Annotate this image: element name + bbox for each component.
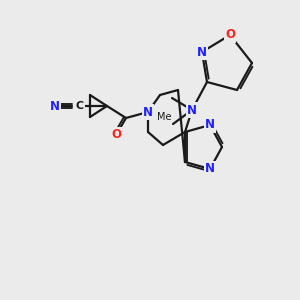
Text: Me: Me — [157, 112, 171, 122]
Text: O: O — [225, 28, 235, 41]
Text: O: O — [111, 128, 121, 142]
Text: N: N — [205, 118, 215, 131]
Text: N: N — [50, 100, 60, 112]
Text: N: N — [197, 46, 207, 59]
Text: C: C — [76, 101, 84, 111]
Text: N: N — [143, 106, 153, 118]
Text: N: N — [187, 103, 197, 116]
Text: N: N — [205, 163, 215, 176]
